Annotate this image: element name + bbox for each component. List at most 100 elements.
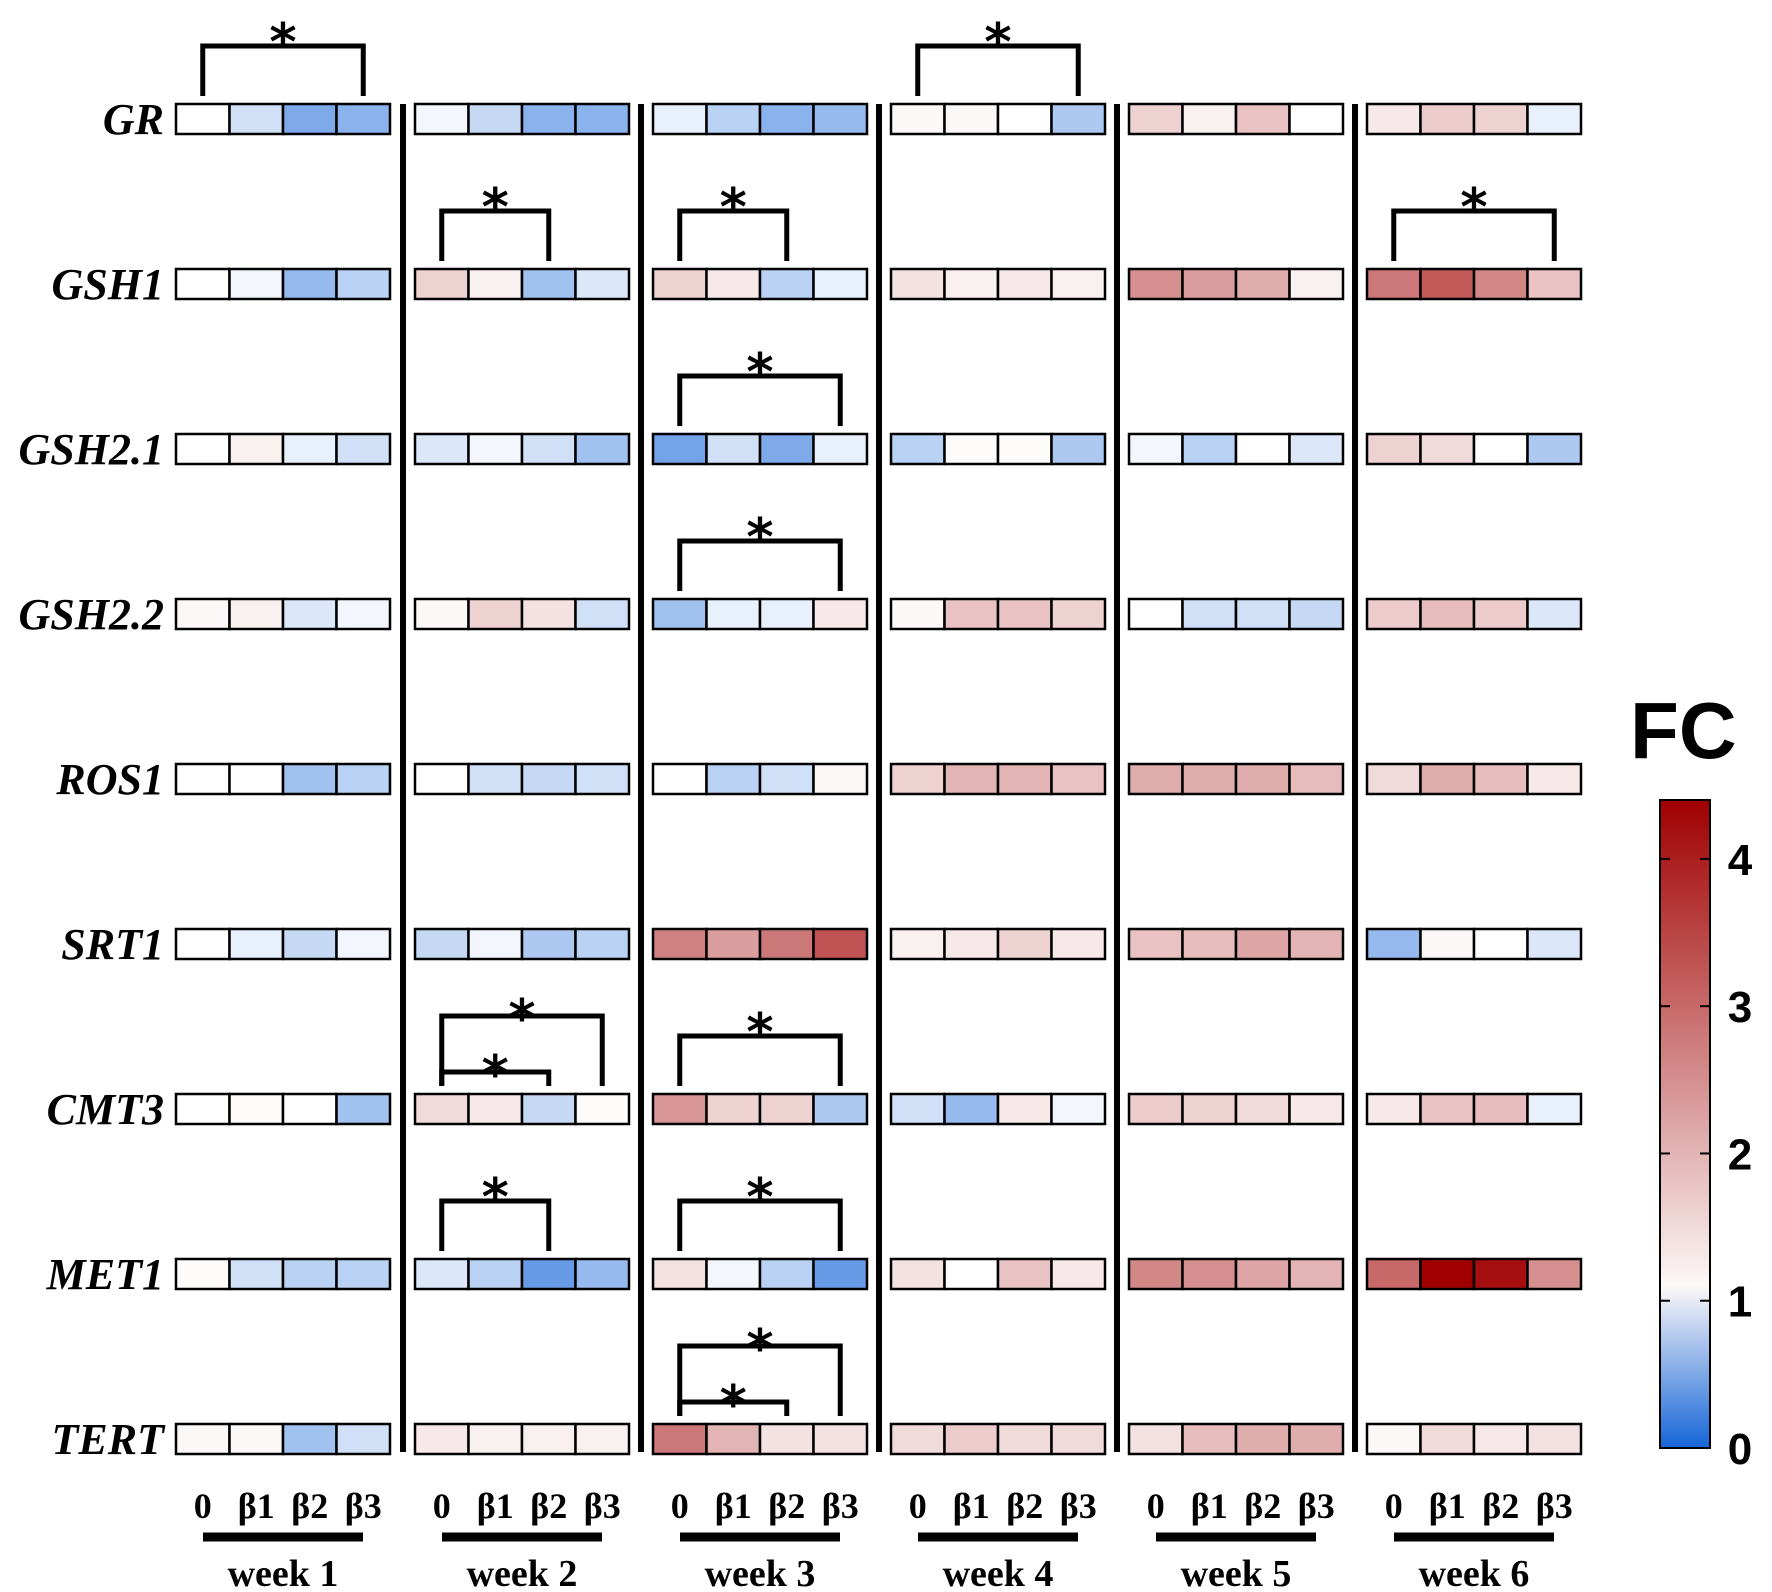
condition-label: β1: [1429, 1486, 1466, 1526]
heatmap-cell: [705, 432, 762, 466]
heatmap-cell: [467, 762, 524, 796]
heatmap-cell: [1472, 102, 1529, 136]
heatmap-cell: [996, 597, 1053, 631]
heatmap-cell: [889, 927, 946, 961]
gene-label: GSH1: [52, 260, 164, 309]
heatmap-cell: [1365, 1092, 1422, 1126]
heatmap-cell: [1526, 267, 1583, 301]
heatmap-cell: [174, 762, 231, 796]
heatmap-cell: [1127, 762, 1184, 796]
significance-star: *: [984, 13, 1011, 73]
heatmap-cell: [413, 102, 470, 136]
heatmap-cell: [174, 1422, 231, 1456]
heatmap-cell: [574, 432, 631, 466]
heatmap-cell: [413, 267, 470, 301]
colorbar-tick-label: 0: [1728, 1425, 1752, 1474]
heatmap-cell: [1526, 597, 1583, 631]
heatmap-cell: [467, 267, 524, 301]
heatmap-cell: [281, 1257, 338, 1291]
heatmap-cell: [758, 1092, 815, 1126]
heatmap-cell: [651, 267, 708, 301]
heatmap-cell: [228, 1092, 285, 1126]
condition-label: β1: [1191, 1486, 1228, 1526]
heatmap-cell: [1526, 1257, 1583, 1291]
heatmap-cell: [758, 762, 815, 796]
significance-star: *: [720, 1375, 747, 1435]
heatmap-cell: [1050, 102, 1107, 136]
significance-bracket: [439, 1013, 605, 1086]
heatmap-cell: [413, 927, 470, 961]
gene-label: ROS1: [55, 755, 164, 804]
heatmap-cell: [281, 762, 338, 796]
condition-label: β3: [584, 1486, 621, 1526]
heatmap-cell: [1050, 1422, 1107, 1456]
heatmap-cell: [1288, 267, 1345, 301]
heatmap-cell: [1234, 1092, 1291, 1126]
colorbar-tick-label: 3: [1728, 983, 1752, 1032]
heatmap-cell: [996, 1092, 1053, 1126]
heatmap-cell: [651, 1092, 708, 1126]
gene-label: TERT: [52, 1415, 167, 1464]
heatmap-cell: [1288, 927, 1345, 961]
heatmap-cell: [1234, 762, 1291, 796]
heatmap-cell: [1288, 1257, 1345, 1291]
condition-label: 0: [1385, 1486, 1403, 1526]
heatmap-cell: [996, 267, 1053, 301]
heatmap-cell: [1419, 1257, 1476, 1291]
colorbar-tick-label: 2: [1728, 1130, 1752, 1179]
condition-label: β2: [1482, 1486, 1519, 1526]
heatmap-cell: [1288, 1422, 1345, 1456]
heatmap-cell: [1127, 1092, 1184, 1126]
heatmap-cell: [705, 927, 762, 961]
heatmap-cell: [1181, 1257, 1238, 1291]
gene-labels: GR GSH1 GSH2.1 GSH2.2 ROS1 SRT1 CMT3 MET1 TERT: [19, 95, 167, 1464]
heatmap-cell: [1365, 597, 1422, 631]
heatmap-cell: [1127, 432, 1184, 466]
heatmap-cell: [758, 927, 815, 961]
heatmap-cell: [1472, 1422, 1529, 1456]
heatmap-cell: [996, 1257, 1053, 1291]
heatmap-cell: [758, 1422, 815, 1456]
significance-bracket: [439, 1069, 552, 1086]
significance-bracket: [200, 43, 366, 96]
heatmap-cell: [1234, 597, 1291, 631]
heatmap-cell: [812, 432, 869, 466]
condition-label: β1: [715, 1486, 752, 1526]
heatmap-cell: [1365, 927, 1422, 961]
heatmap-cell: [889, 432, 946, 466]
heatmap-cell: [1526, 1422, 1583, 1456]
heatmap-cell: [174, 1092, 231, 1126]
significance-bracket: [677, 1343, 843, 1416]
heatmap-cell: [413, 1257, 470, 1291]
heatmap-cell: [651, 927, 708, 961]
heatmap-cell: [1127, 1422, 1184, 1456]
condition-label: β1: [238, 1486, 275, 1526]
heatmap-cell: [335, 1257, 392, 1291]
heatmap-cell: [335, 1422, 392, 1456]
heatmap-cell: [812, 1422, 869, 1456]
heatmap-cell: [1127, 267, 1184, 301]
week-label: week 3: [705, 1553, 816, 1592]
heatmap-cell: [413, 762, 470, 796]
colorbar-tick-label: 1: [1728, 1278, 1752, 1327]
heatmap-cell: [467, 927, 524, 961]
heatmap-cell: [174, 432, 231, 466]
heatmap-cell: [281, 1422, 338, 1456]
condition-label: β2: [768, 1486, 805, 1526]
significance-bracket: [677, 538, 843, 591]
heatmap-cell: [174, 267, 231, 301]
heatmap-cell: [1181, 1092, 1238, 1126]
significance-star: *: [746, 1003, 773, 1063]
heatmap-cell: [1472, 927, 1529, 961]
heatmap-cell: [996, 432, 1053, 466]
heatmap-cell: [1419, 1092, 1476, 1126]
heatmap-cell: [651, 102, 708, 136]
gene-label: SRT1: [61, 920, 164, 969]
heatmap-cell: [889, 1257, 946, 1291]
heatmap-cell: [335, 432, 392, 466]
heatmap-cell: [520, 432, 577, 466]
heatmap-cell: [1419, 432, 1476, 466]
gene-label: GSH2.1: [19, 425, 164, 474]
